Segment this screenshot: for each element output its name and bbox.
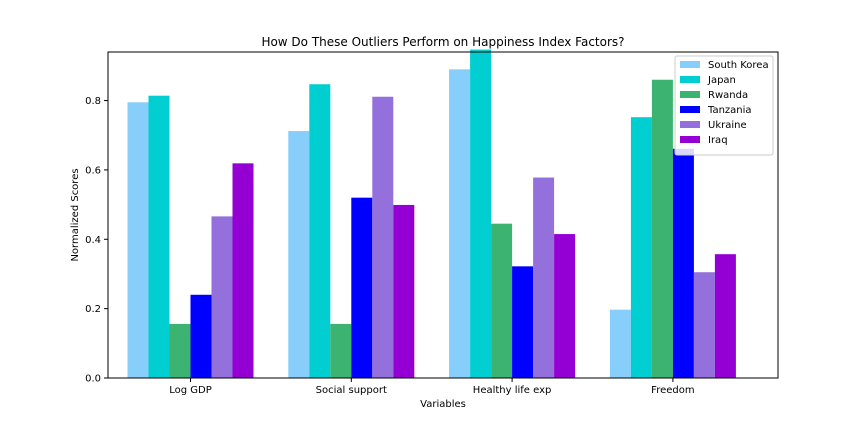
legend-swatch — [680, 121, 700, 128]
bar-tanzania-2 — [512, 266, 534, 378]
plot-frame — [107, 51, 779, 379]
bar-iraq-2 — [554, 234, 576, 378]
bar-tanzania-1 — [351, 197, 373, 378]
y-axis-label: Normalized Scores — [70, 168, 81, 261]
bar-iraq-1 — [393, 204, 415, 378]
y-tick-label: 0.0 — [85, 374, 101, 385]
bar-tanzania-3 — [672, 148, 694, 378]
legend-swatch — [680, 91, 700, 98]
legend-label: Tanzania — [707, 105, 752, 116]
y-tick-label: 0.4 — [85, 235, 101, 246]
bar-rwanda-3 — [651, 79, 673, 379]
y-tick-label: 0.2 — [85, 304, 101, 315]
bar-ukraine-0 — [211, 216, 233, 378]
bar-japan-3 — [630, 117, 652, 378]
bar-rwanda-1 — [330, 323, 352, 378]
bar-ukraine-2 — [533, 177, 555, 378]
legend-label: Iraq — [708, 135, 728, 146]
chart-title: How Do These Outliers Perform on Happine… — [261, 35, 624, 49]
bar-japan-1 — [309, 84, 331, 378]
legend-label: South Korea — [708, 60, 769, 71]
bar-south-korea-1 — [288, 131, 310, 378]
bar-rwanda-0 — [169, 323, 191, 378]
x-tick-label: Freedom — [651, 385, 694, 396]
bar-rwanda-2 — [491, 223, 513, 378]
bar-south-korea-3 — [609, 309, 631, 378]
bar-ukraine-1 — [372, 96, 394, 379]
bar-ukraine-3 — [693, 272, 715, 378]
bar-japan-0 — [148, 95, 170, 378]
bar-japan-2 — [470, 49, 492, 378]
bar-iraq-3 — [714, 254, 736, 378]
y-tick-label: 0.6 — [85, 165, 101, 176]
legend-label: Japan — [707, 75, 736, 86]
axes-layer: 0.0 0.2 0.4 0.6 0.8 Log GDP Social support Heal… — [85, 51, 779, 396]
bar-south-korea-0 — [127, 102, 149, 378]
legend: South Korea Japan Rwanda Tanzania Ukraine Ira… — [674, 55, 774, 156]
bar-south-korea-2 — [449, 69, 471, 378]
legend-swatch — [680, 136, 700, 143]
x-axis-label: Variables — [420, 399, 466, 410]
x-tick-label: Healthy life exp — [473, 385, 552, 396]
legend-swatch — [680, 106, 700, 113]
legend-swatch — [680, 76, 700, 83]
bar-tanzania-0 — [190, 294, 212, 378]
y-tick-label: 0.8 — [85, 96, 101, 107]
legend-label: Rwanda — [708, 90, 748, 101]
x-tick-label: Social support — [316, 385, 387, 396]
x-tick-label: Log GDP — [169, 385, 212, 396]
legend-swatch — [680, 61, 700, 68]
bar-iraq-0 — [232, 163, 254, 378]
legend-label: Ukraine — [708, 120, 747, 131]
bars-layer — [127, 49, 736, 379]
